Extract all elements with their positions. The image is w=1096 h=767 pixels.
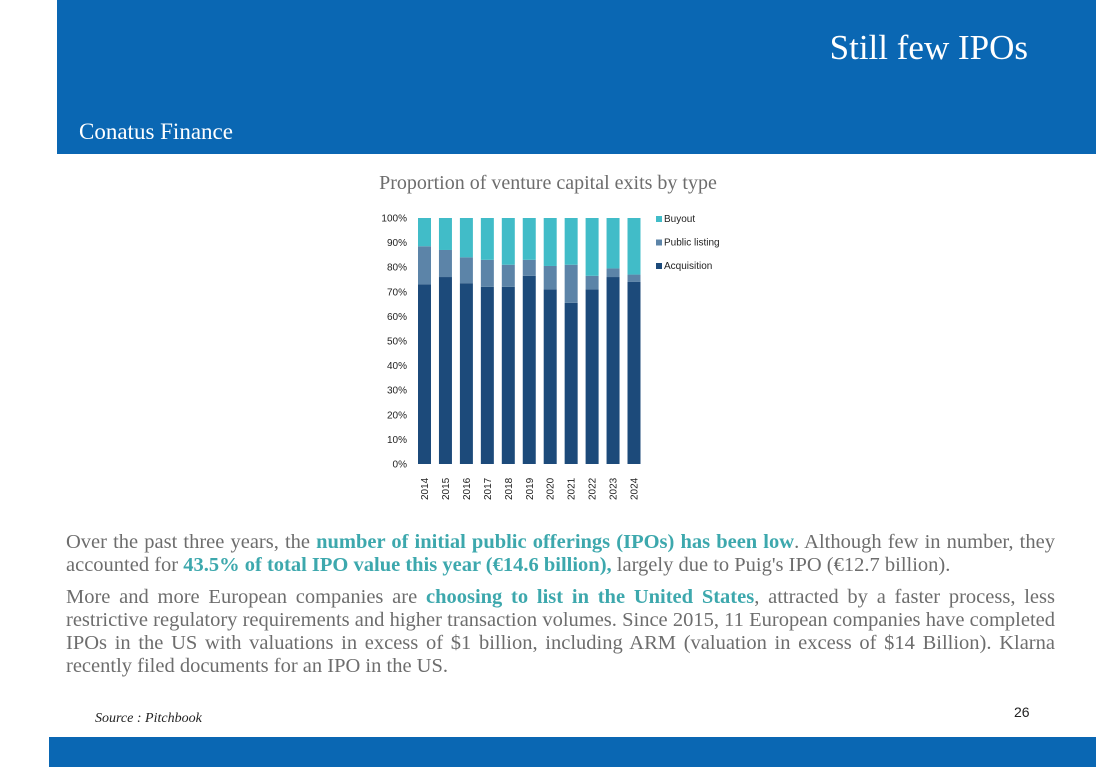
bar-segment-buyout bbox=[627, 218, 641, 275]
p1-text-a: Over the past three years, the bbox=[66, 531, 317, 553]
y-tick-label: 80% bbox=[387, 263, 407, 274]
bar-segment-public-listing bbox=[480, 259, 494, 287]
y-tick-label: 90% bbox=[387, 238, 407, 249]
bar-segment-public-listing bbox=[501, 264, 515, 287]
stacked-bar-chart: 0% 10% 20% 30% 40% 50% 60% 70% 80% 90% 100% 2014 201… bbox=[381, 214, 720, 501]
bar-segment-public-listing bbox=[564, 264, 578, 303]
bar-segment-public-listing bbox=[585, 275, 599, 290]
bar-segment-public-listing bbox=[522, 259, 536, 276]
body-text: Over the past three years, the number of… bbox=[66, 531, 1055, 687]
page-number: 26 bbox=[1014, 704, 1030, 720]
bar-segment-acquisition bbox=[543, 289, 557, 464]
y-tick-label: 50% bbox=[387, 337, 407, 348]
footer-bar bbox=[49, 737, 1096, 767]
bar-segment-acquisition bbox=[438, 277, 452, 464]
p1-highlight-1: number of initial public offerings (IPOs… bbox=[316, 531, 795, 553]
bar-segment-public-listing bbox=[459, 257, 473, 284]
bar-segment-public-listing bbox=[606, 268, 620, 278]
y-tick-label: 10% bbox=[387, 435, 407, 446]
bar-segment-acquisition bbox=[459, 283, 473, 464]
bar-segment-acquisition bbox=[418, 284, 431, 464]
bar-segment-buyout bbox=[501, 218, 515, 265]
x-tick-label: 2016 bbox=[462, 477, 473, 500]
x-tick-label: 2022 bbox=[588, 477, 599, 500]
x-tick-label: 2017 bbox=[483, 477, 494, 500]
chart-title: Proportion of venture capital exits by t… bbox=[379, 172, 717, 194]
x-tick-label: 2015 bbox=[441, 477, 452, 500]
p1-highlight-2: 43.5% of total IPO value this year (€14.… bbox=[183, 554, 612, 576]
legend-label: Public listing bbox=[664, 238, 720, 249]
x-tick-label: 2014 bbox=[420, 477, 431, 500]
bar-segment-acquisition bbox=[627, 281, 641, 464]
bar-segment-acquisition bbox=[564, 302, 578, 464]
bar-segment-public-listing bbox=[438, 249, 452, 278]
y-tick-label: 100% bbox=[381, 214, 407, 225]
bar-segment-acquisition bbox=[606, 277, 620, 464]
y-tick-label: 40% bbox=[387, 361, 407, 372]
bar-segment-buyout bbox=[564, 218, 578, 265]
header-bar: Still few IPOs Conatus Finance bbox=[57, 0, 1096, 154]
legend-label: Buyout bbox=[664, 214, 695, 225]
x-tick-label: 2019 bbox=[525, 477, 536, 500]
paragraph-us-listing: More and more European companies are cho… bbox=[66, 586, 1055, 678]
p2-text-a: More and more European companies are bbox=[66, 586, 426, 608]
bar-segment-buyout bbox=[438, 218, 452, 250]
p1-text-c: largely due to Puig's IPO (€12.7 billion… bbox=[611, 554, 951, 576]
bar-segment-public-listing bbox=[627, 274, 641, 282]
bar-segment-buyout bbox=[585, 218, 599, 276]
paragraph-ipo-count: Over the past three years, the number of… bbox=[66, 531, 1055, 577]
x-tick-label: 2023 bbox=[609, 477, 620, 500]
slide-title: Still few IPOs bbox=[829, 28, 1028, 67]
x-tick-label: 2021 bbox=[567, 477, 578, 500]
x-tick-label: 2024 bbox=[630, 477, 641, 500]
bar-segment-acquisition bbox=[522, 275, 536, 464]
bar-segment-buyout bbox=[606, 218, 620, 269]
x-tick-label: 2018 bbox=[504, 477, 515, 500]
company-name: Conatus Finance bbox=[79, 119, 233, 144]
bar-segment-acquisition bbox=[585, 289, 599, 464]
x-tick-label: 2020 bbox=[546, 477, 557, 500]
y-tick-label: 60% bbox=[387, 312, 407, 323]
bar-segment-buyout bbox=[459, 218, 473, 258]
legend-swatch bbox=[656, 239, 662, 246]
y-tick-label: 30% bbox=[387, 386, 407, 397]
bar-segment-acquisition bbox=[480, 286, 494, 464]
y-tick-label: 0% bbox=[393, 460, 408, 471]
y-tick-label: 20% bbox=[387, 410, 407, 421]
bar-segment-buyout bbox=[480, 218, 494, 260]
bar-segment-public-listing bbox=[543, 265, 557, 290]
p1-text-b: . Although few in number, they accounted… bbox=[66, 531, 1055, 576]
p2-text-b: , attracted by a faster process, less re… bbox=[66, 586, 1055, 677]
bar-segment-buyout bbox=[418, 218, 431, 247]
legend-label: Acquisition bbox=[664, 261, 712, 272]
p2-highlight: choosing to list in the United States bbox=[425, 586, 755, 608]
bar-segment-acquisition bbox=[501, 286, 515, 464]
legend-swatch bbox=[656, 216, 662, 222]
bar-segment-public-listing bbox=[418, 246, 431, 285]
bar-segment-buyout bbox=[543, 218, 557, 266]
y-tick-label: 70% bbox=[387, 287, 407, 298]
source-note: Source : Pitchbook bbox=[95, 711, 202, 726]
bar-segment-buyout bbox=[522, 218, 536, 260]
legend-swatch bbox=[656, 263, 662, 269]
